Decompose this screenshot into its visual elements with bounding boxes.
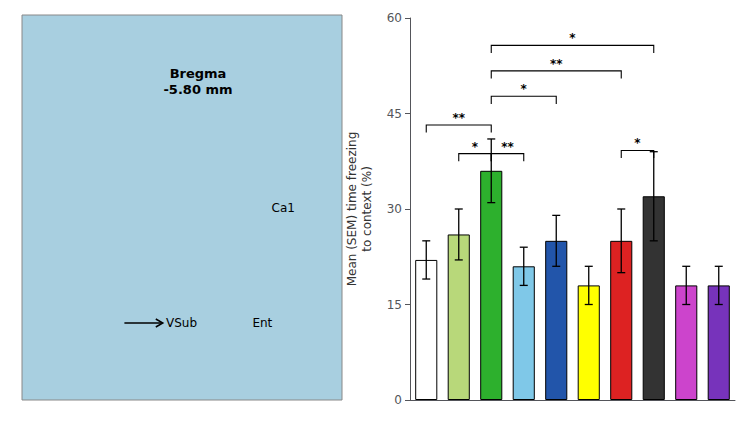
svg-text:**: ** (452, 111, 465, 125)
svg-text:Ent: Ent (252, 316, 272, 330)
svg-text:-5.80 mm: -5.80 mm (163, 82, 232, 97)
svg-text:*: * (521, 82, 528, 96)
svg-text:45: 45 (387, 107, 402, 121)
svg-text:30: 30 (387, 202, 402, 216)
svg-text:*: * (472, 140, 479, 154)
svg-text:**: ** (501, 140, 514, 154)
svg-text:Bregma: Bregma (170, 66, 227, 81)
svg-text:VSub: VSub (166, 316, 197, 330)
svg-text:15: 15 (387, 298, 402, 312)
svg-text:60: 60 (387, 11, 402, 25)
svg-text:0: 0 (394, 393, 402, 407)
svg-text:Mean (SEM) time freezing: Mean (SEM) time freezing (345, 132, 359, 287)
svg-text:*: * (569, 31, 576, 45)
svg-text:Ca1: Ca1 (272, 201, 295, 215)
svg-text:to context (%): to context (%) (360, 166, 374, 252)
svg-text:**: ** (550, 57, 563, 71)
svg-text:*: * (634, 136, 641, 150)
